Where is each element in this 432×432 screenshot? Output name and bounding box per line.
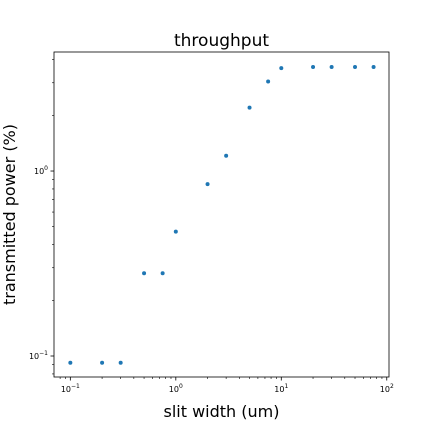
data-point [279, 66, 284, 71]
data-point [266, 79, 271, 84]
data-point [100, 360, 105, 365]
plot-frame [53, 51, 390, 378]
data-point [142, 271, 147, 276]
data-point [329, 65, 334, 70]
data-point [205, 182, 210, 187]
chart-title: throughput [174, 31, 269, 51]
y-tick-label: 100 [34, 165, 48, 176]
data-point [160, 271, 165, 276]
x-tick-label: 102 [380, 383, 394, 394]
data-point [173, 229, 178, 234]
data-point [353, 65, 358, 70]
data-point [224, 153, 229, 158]
y-tick-label: 10−1 [29, 350, 48, 361]
axis-ticks: 10−1 100 101 102 10−1 100 [29, 59, 394, 394]
data-point [118, 360, 123, 365]
x-tick-label: 100 [169, 383, 183, 394]
x-axis-label: slit width (um) [164, 402, 280, 421]
data-point [371, 65, 376, 70]
y-axis-label: transmitted power (%) [0, 124, 19, 305]
x-tick-label: 10−1 [61, 383, 80, 394]
data-point [311, 65, 316, 70]
data-point [68, 360, 73, 365]
data-point [247, 105, 252, 110]
data-points [68, 65, 376, 365]
x-tick-label: 101 [274, 383, 288, 394]
